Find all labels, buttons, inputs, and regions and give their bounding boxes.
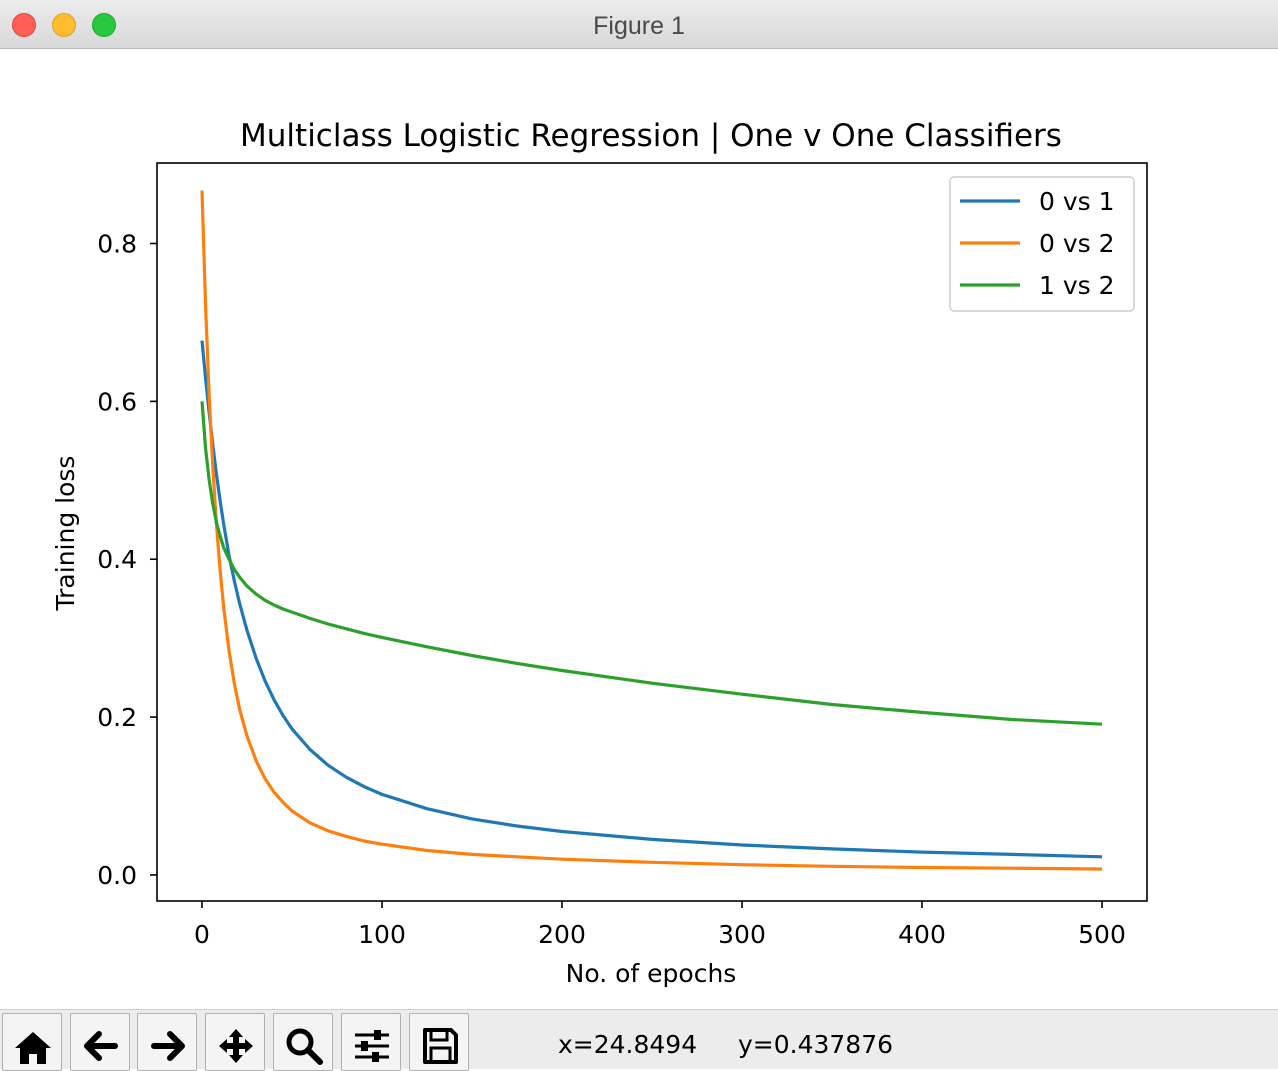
x-tick-label: 400 — [898, 920, 946, 949]
close-button[interactable] — [12, 13, 36, 37]
series-line-2 — [200, 190, 1103, 871]
forward-button[interactable] — [137, 1013, 197, 1071]
subplots-button[interactable] — [341, 1013, 401, 1071]
x-tick-label: 100 — [358, 920, 406, 949]
move-icon — [219, 1029, 253, 1063]
title-bar: Figure 1 — [0, 0, 1278, 49]
maximize-button[interactable] — [92, 13, 116, 37]
zoom-button[interactable] — [273, 1013, 333, 1071]
x-tick-label: 200 — [538, 920, 586, 949]
y-tick-label: 0.6 — [97, 387, 137, 416]
chart-title: Multiclass Logistic Regression | One v O… — [240, 118, 1062, 154]
window-title: Figure 1 — [593, 12, 685, 40]
y-tick-label: 0.8 — [97, 230, 137, 259]
legend-label: 0 vs 1 — [1039, 187, 1115, 216]
y-tick-label: 0.4 — [97, 545, 137, 574]
save-button[interactable] — [409, 1013, 469, 1071]
x-tick-label: 0 — [194, 920, 210, 949]
navigation-toolbar: x=24.8494 y=0.437876 — [0, 1009, 1278, 1071]
y-tick-label: 0.2 — [97, 703, 137, 732]
figure-canvas: Multiclass Logistic Regression | One v O… — [0, 49, 1278, 1009]
cursor-y-readout: y=0.437876 — [738, 1030, 894, 1059]
magnifier-icon — [286, 1028, 323, 1065]
line-chart: Multiclass Logistic Regression | One v O… — [51, 118, 1148, 988]
legend-label: 1 vs 2 — [1039, 271, 1115, 300]
floppy-disk-icon — [423, 1028, 458, 1064]
x-tick-label: 500 — [1078, 920, 1126, 949]
sliders-icon — [355, 1030, 389, 1062]
series-line-1 — [200, 340, 1103, 859]
x-tick-label: 300 — [718, 920, 766, 949]
home-icon — [15, 1032, 51, 1064]
arrow-left-icon — [84, 1031, 118, 1061]
cursor-x-readout: x=24.8494 — [558, 1030, 698, 1059]
series-line-3 — [200, 401, 1103, 726]
arrow-right-icon — [151, 1031, 185, 1061]
minimize-button[interactable] — [52, 13, 76, 37]
axes-frame — [156, 162, 1148, 902]
y-tick-label: 0.0 — [97, 861, 137, 890]
y-axis-label: Training loss — [51, 456, 80, 612]
home-button[interactable] — [2, 1013, 62, 1071]
x-axis-label: No. of epochs — [566, 959, 737, 988]
back-button[interactable] — [70, 1013, 130, 1071]
legend-label: 0 vs 2 — [1039, 229, 1115, 258]
legend-box — [949, 176, 1135, 312]
pan-button[interactable] — [205, 1013, 265, 1071]
